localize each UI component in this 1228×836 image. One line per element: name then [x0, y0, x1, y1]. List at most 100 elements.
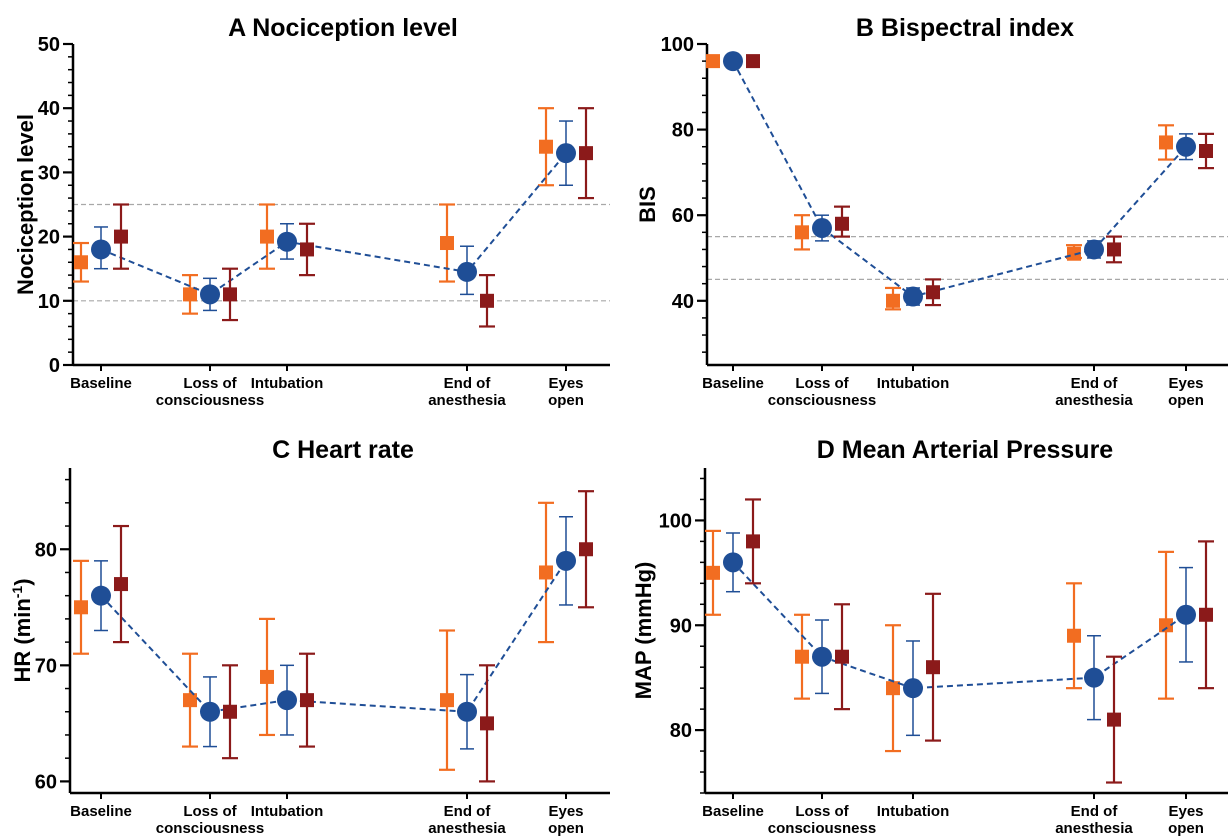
- data-point: [300, 242, 314, 257]
- data-point: [1199, 144, 1213, 158]
- data-point: [795, 649, 809, 664]
- x-tick-label-line: End of: [1071, 803, 1119, 820]
- series-darkred: [113, 107, 594, 328]
- data-point: [835, 216, 849, 231]
- x-tick-label-line: anesthesia: [1055, 392, 1133, 409]
- x-tick-label-line: Baseline: [70, 803, 132, 820]
- x-tick-label-line: Baseline: [702, 803, 764, 820]
- x-tick-label: End of anesthesia: [428, 803, 506, 836]
- data-point: [223, 287, 237, 302]
- x-tick-label-line: Loss of: [795, 375, 849, 392]
- data-point: [91, 585, 111, 606]
- x-tick-label-line: Loss of: [183, 803, 237, 820]
- x-tick-label-line: Eyes: [1168, 803, 1203, 820]
- x-tick-label-line: Loss of: [795, 803, 849, 820]
- y-axis-label: MAP (mmHg): [631, 562, 656, 700]
- x-tick-label-line: Intubation: [877, 375, 949, 392]
- x-tick-label: Intubation: [877, 375, 949, 392]
- data-point: [260, 669, 274, 684]
- y-tick-label: 100: [659, 510, 692, 532]
- data-point: [556, 143, 576, 164]
- x-tick-label-line: Baseline: [70, 375, 132, 392]
- x-tick-label-line: End of: [1071, 375, 1119, 392]
- panel-title: D Mean Arterial Pressure: [817, 436, 1114, 464]
- panel-d: D Mean Arterial Pressure MAP (mmHg) 80 90 10…: [631, 436, 1228, 836]
- data-point: [812, 218, 832, 239]
- data-point: [1176, 136, 1196, 157]
- data-point: [480, 716, 494, 731]
- y-tick-label: 10: [38, 291, 60, 313]
- series-navy: [723, 51, 1196, 307]
- series-orange: [705, 529, 1174, 753]
- data-point: [74, 255, 88, 270]
- x-tick-label-line: anesthesia: [1055, 820, 1133, 836]
- x-tick-label: Loss of consciousness: [156, 803, 264, 836]
- data-point: [746, 534, 760, 549]
- data-point: [579, 542, 593, 557]
- x-tick-label-line: consciousness: [156, 820, 264, 836]
- y-tick-label: 40: [38, 98, 60, 120]
- x-tick-label: Baseline: [70, 375, 132, 392]
- y-axis-label-superscript: -1: [9, 586, 25, 599]
- x-tick-label: Loss of consciousness: [768, 375, 876, 409]
- y-tick-label: 0: [49, 355, 60, 377]
- x-tick-label-line: open: [548, 820, 584, 836]
- panel-a: A Nociception level Nociception level 0 10 2…: [13, 14, 610, 409]
- data-point: [539, 139, 553, 154]
- x-tick-label: Baseline: [70, 803, 132, 820]
- y-tick-label: 80: [672, 120, 694, 142]
- data-point: [1176, 604, 1196, 625]
- data-point: [200, 701, 220, 722]
- x-tick-label-line: Loss of: [183, 375, 237, 392]
- data-point: [183, 287, 197, 302]
- series-line: [100, 152, 567, 296]
- data-point: [886, 293, 900, 308]
- data-point: [457, 261, 477, 282]
- data-point: [114, 229, 128, 244]
- y-axis-label: BIS: [635, 186, 660, 223]
- x-tick-label: Eyes open: [548, 803, 584, 836]
- data-point: [440, 236, 454, 251]
- x-tick-label-line: open: [1168, 820, 1204, 836]
- y-tick-label: 60: [672, 205, 694, 227]
- y-axis-label: HR (min-1): [9, 578, 35, 682]
- data-point: [480, 293, 494, 308]
- x-tick-label: End of anesthesia: [1055, 375, 1133, 409]
- x-tick-label-line: anesthesia: [428, 392, 506, 409]
- data-point: [723, 552, 743, 573]
- data-point: [795, 225, 809, 240]
- data-point: [1159, 618, 1173, 633]
- data-point: [1067, 246, 1081, 261]
- data-point: [440, 693, 454, 708]
- series-orange: [73, 501, 554, 771]
- panel-title: A Nociception level: [228, 14, 458, 42]
- data-point: [91, 239, 111, 260]
- y-axis-label: Nociception level: [13, 114, 38, 295]
- panel-title: C Heart rate: [272, 436, 414, 464]
- data-point: [835, 649, 849, 664]
- data-point: [223, 704, 237, 719]
- y-axis-label-main: HR (min: [10, 598, 35, 682]
- data-point: [1084, 667, 1104, 688]
- y-tick-label: 80: [670, 720, 692, 742]
- data-point: [300, 693, 314, 708]
- series-darkred: [746, 54, 1214, 307]
- x-tick-label: Intubation: [251, 375, 323, 392]
- x-tick-label-line: consciousness: [768, 392, 876, 409]
- x-tick-label-line: Intubation: [251, 375, 323, 392]
- x-tick-label-line: Eyes: [548, 375, 583, 392]
- series-darkred: [745, 498, 1214, 784]
- data-point: [1107, 242, 1121, 257]
- series-line: [100, 560, 567, 713]
- x-tick-label-line: consciousness: [768, 820, 876, 836]
- x-tick-label: Eyes open: [1168, 803, 1204, 836]
- y-axis-label-end: ): [10, 578, 35, 585]
- x-tick-label-line: End of: [444, 375, 492, 392]
- data-point: [903, 286, 923, 307]
- x-tick-label: Loss of consciousness: [768, 803, 876, 836]
- y-tick-label: 60: [35, 771, 57, 793]
- x-tick-label-line: Eyes: [548, 803, 583, 820]
- data-point: [926, 660, 940, 675]
- x-tick-label: Intubation: [877, 803, 949, 820]
